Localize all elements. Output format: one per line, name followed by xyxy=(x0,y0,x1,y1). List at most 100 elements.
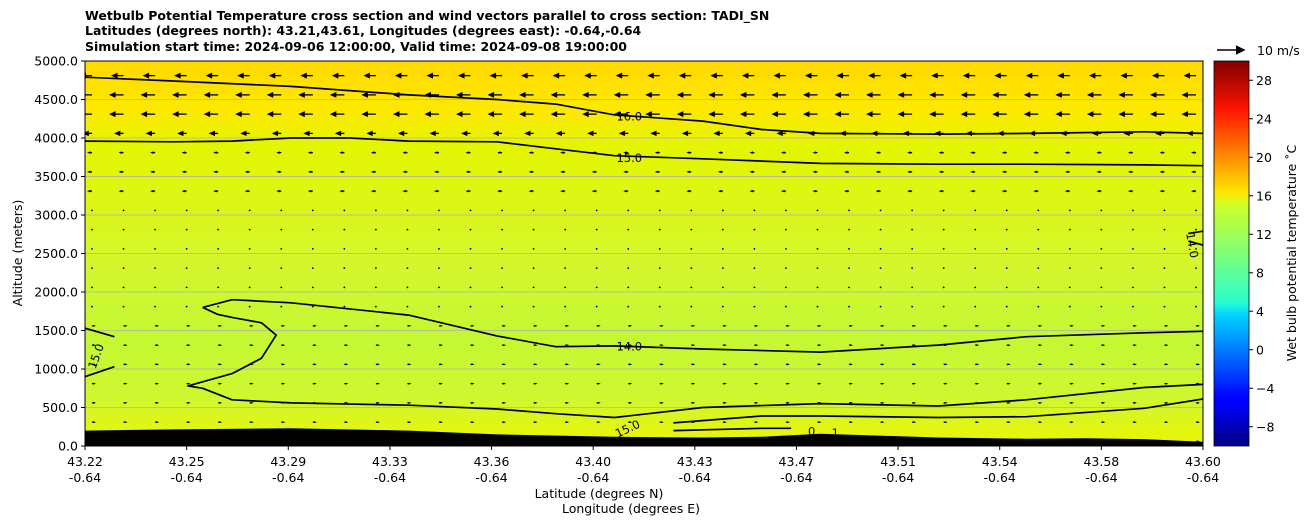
wind-vector-head xyxy=(875,170,880,174)
wind-vector-head xyxy=(850,421,854,424)
wind-vector-head xyxy=(528,189,533,193)
wind-vector-head xyxy=(156,421,160,424)
wind-vector xyxy=(690,228,693,231)
wind-vector-head xyxy=(1118,91,1125,98)
wind-vector-head xyxy=(1007,382,1011,385)
wind-vector-head xyxy=(307,170,312,174)
wind-vector-head xyxy=(723,324,727,327)
wind-vector xyxy=(311,305,314,308)
colorbar-tick-label: 12 xyxy=(1256,227,1272,242)
wind-vector-head xyxy=(307,151,312,154)
wind-vector-head xyxy=(345,421,349,424)
wind-vector-head xyxy=(1133,324,1138,327)
wind-vector-head xyxy=(268,72,276,79)
wind-vector xyxy=(406,228,409,231)
wind-vector xyxy=(343,209,346,212)
wind-vector-head xyxy=(1165,344,1169,347)
wind-vector-head xyxy=(370,170,375,174)
wind-vector xyxy=(911,228,914,231)
wind-vector-head xyxy=(497,151,501,154)
wind-vector xyxy=(974,286,977,289)
wind-vector xyxy=(122,286,125,289)
wind-vector xyxy=(154,247,156,250)
wind-vector xyxy=(501,305,503,308)
wind-vector-head xyxy=(629,324,633,327)
wind-vector-head xyxy=(203,91,211,98)
wind-vector-head xyxy=(366,130,373,137)
wind-vector-head xyxy=(528,151,533,154)
wind-vector xyxy=(753,209,756,212)
wind-vector xyxy=(311,267,314,270)
colorbar-tick-label: 0 xyxy=(1256,342,1264,357)
wind-vector xyxy=(248,305,251,308)
wind-vector-head xyxy=(1133,401,1138,404)
wind-vector xyxy=(280,305,283,308)
wind-vector-head xyxy=(676,111,684,118)
wind-vector-head xyxy=(739,111,747,118)
wind-vector-head xyxy=(456,111,463,118)
contour-label: 14.0 xyxy=(1183,231,1201,259)
wind-vector-head xyxy=(1001,170,1006,174)
wind-vector-head xyxy=(219,363,223,366)
wind-vector xyxy=(879,247,882,250)
wind-vector xyxy=(1068,267,1071,270)
wind-vector xyxy=(185,286,188,289)
wind-vector-head xyxy=(109,111,116,118)
wind-vector-head xyxy=(1118,111,1125,118)
wind-vector xyxy=(1195,267,1197,270)
wind-vector-head xyxy=(717,151,722,154)
wind-vector xyxy=(816,209,819,212)
wind-vector xyxy=(595,286,598,289)
wind-vector-head xyxy=(497,170,501,174)
wind-vector-head xyxy=(181,189,186,193)
wind-vector-head xyxy=(555,130,562,137)
wind-vector-head xyxy=(1039,382,1043,385)
wind-vector-head xyxy=(503,363,507,366)
wind-vector-head xyxy=(804,72,812,79)
wind-vector xyxy=(438,209,440,212)
wind-vector-head xyxy=(1070,421,1074,424)
wind-vector-head xyxy=(187,324,191,327)
wind-vector-head xyxy=(424,111,431,118)
wind-vector-head xyxy=(1025,72,1033,79)
wind-vector-head xyxy=(465,170,470,174)
wind-vector-head xyxy=(960,111,968,118)
colorbar-tick-label: 20 xyxy=(1256,150,1272,165)
wind-vector-head xyxy=(503,324,507,327)
wind-vector-head xyxy=(1096,189,1100,193)
wind-vector-head xyxy=(266,91,274,98)
colorbar-tick-label: 16 xyxy=(1256,188,1272,203)
wind-vector-head xyxy=(1102,401,1106,404)
wind-vector-head xyxy=(313,324,317,327)
wind-vector xyxy=(406,286,409,289)
wind-vector xyxy=(816,247,819,250)
wind-vector xyxy=(785,267,787,270)
x-tick-label-lat: 43.58 xyxy=(1083,454,1119,469)
wind-vector xyxy=(1005,247,1008,250)
wind-vector xyxy=(658,267,661,270)
wind-vector-head xyxy=(429,130,436,137)
wind-vector-head xyxy=(282,382,286,385)
wind-vector-head xyxy=(850,344,854,347)
y-tick-label: 4500.0 xyxy=(34,92,78,107)
wind-vector-head xyxy=(850,382,854,385)
wind-vector xyxy=(280,247,283,250)
wind-vector-head xyxy=(329,111,337,118)
wind-vector-head xyxy=(913,421,917,424)
wind-vector-head xyxy=(1102,324,1106,327)
wind-vector xyxy=(1005,305,1008,308)
wind-vector-head xyxy=(250,324,254,327)
wind-vector-head xyxy=(392,111,400,118)
wind-vector-head xyxy=(749,189,753,193)
wind-vector-head xyxy=(1064,170,1069,174)
wind-vector xyxy=(374,286,377,289)
wind-vector-head xyxy=(913,382,917,385)
x-tick-label-lon: -0.64 xyxy=(272,470,304,485)
wind-vector-head xyxy=(408,344,412,347)
wind-vector xyxy=(154,209,156,212)
wind-vector xyxy=(217,209,220,212)
wind-vectors xyxy=(85,72,1201,443)
wind-vector-head xyxy=(755,363,759,366)
wind-vector xyxy=(1037,286,1040,289)
wind-vector-head xyxy=(440,421,444,424)
